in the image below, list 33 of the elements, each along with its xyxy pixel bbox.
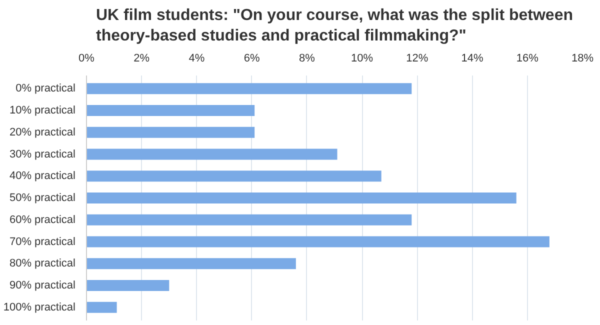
bar [86, 170, 382, 182]
x-tick-label: 6% [244, 52, 260, 64]
bar [86, 258, 296, 270]
y-tick-label: 100% practical [3, 301, 76, 314]
y-tick-label: 20% practical [9, 126, 76, 138]
x-tick-label: 0% [78, 52, 95, 64]
bar [86, 302, 117, 313]
y-tick-label: 0% practical [16, 82, 76, 95]
x-tick-label: 14% [461, 52, 484, 64]
x-tick-label: 12% [406, 52, 428, 64]
y-tick-label: 10% practical [9, 104, 76, 116]
x-tick-label: 16% [516, 52, 539, 64]
bar [86, 214, 412, 226]
bar [86, 126, 255, 138]
bar [86, 280, 170, 291]
y-tick-label: 60% practical [9, 214, 76, 226]
x-tick-label: 10% [351, 52, 374, 64]
y-tick-label: 70% practical [9, 236, 76, 248]
x-tick-label: 2% [134, 52, 150, 64]
y-tick-label: 30% practical [9, 148, 76, 160]
x-tick-label: 4% [188, 52, 205, 64]
chart-title: UK film students: "On your course, what was the split between theory-based studies and practical filmmaking?" [96, 7, 574, 44]
x-tick-label: 18% [571, 52, 594, 64]
bar [86, 105, 255, 116]
y-tick-label: 80% practical [9, 258, 76, 270]
x-tick-label: 8% [298, 52, 316, 64]
y-tick-label: 40% practical [9, 170, 76, 182]
bar [86, 236, 550, 248]
y-tick-label: 90% practical [9, 280, 76, 292]
bar [86, 192, 516, 204]
bar [86, 148, 338, 160]
y-tick-label: 50% practical [9, 192, 76, 204]
bar [86, 83, 412, 94]
